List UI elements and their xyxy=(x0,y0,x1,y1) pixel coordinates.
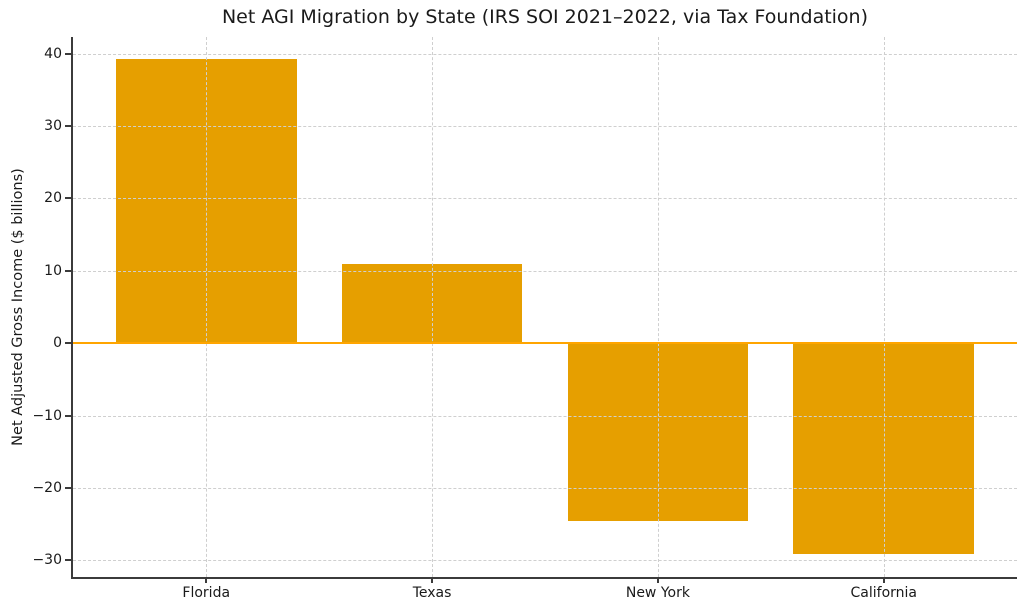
y-tick-label: −20 xyxy=(32,479,62,496)
gridline-horizontal xyxy=(73,53,1017,55)
x-tick-mark xyxy=(882,577,885,583)
y-axis-label: Net Adjusted Gross Income ($ billions) xyxy=(10,168,26,446)
x-tick-label: Florida xyxy=(182,585,231,601)
chart-title: Net AGI Migration by State (IRS SOI 2021… xyxy=(221,6,869,28)
y-tick-mark xyxy=(65,197,71,200)
y-tick-label: 20 xyxy=(44,190,62,207)
y-tick-mark xyxy=(65,559,71,562)
zero-line xyxy=(73,342,1017,345)
y-tick-label: −30 xyxy=(32,552,62,569)
zero-line-layer xyxy=(73,37,1017,577)
y-tick-label: 0 xyxy=(53,335,62,352)
gridline-vertical xyxy=(432,37,434,577)
y-tick-mark xyxy=(65,486,71,489)
y-tick-mark xyxy=(65,342,71,345)
y-tick-mark xyxy=(65,414,71,417)
y-tick-label: −10 xyxy=(32,407,62,424)
gridline-horizontal xyxy=(73,560,1017,562)
y-tick-label: 10 xyxy=(44,262,62,279)
gridline-horizontal xyxy=(73,415,1017,417)
gridline-vertical xyxy=(883,37,885,577)
gridline-horizontal xyxy=(73,198,1017,200)
gridline-horizontal xyxy=(73,487,1017,489)
y-tick-label: 30 xyxy=(44,118,62,135)
gridline-horizontal xyxy=(73,126,1017,128)
bar-texas xyxy=(341,264,523,344)
x-tick-label: Texas xyxy=(412,585,452,601)
y-tick-mark xyxy=(65,52,71,55)
plot-area xyxy=(71,37,1017,579)
x-axis-spine xyxy=(71,577,1017,579)
x-tick-mark xyxy=(205,577,208,583)
gridline-vertical xyxy=(206,37,208,577)
x-tick-mark xyxy=(431,577,434,583)
x-tick-label: New York xyxy=(625,585,690,601)
gridline-vertical xyxy=(657,37,659,577)
y-axis-spine xyxy=(71,37,73,579)
gridline-horizontal xyxy=(73,270,1017,272)
x-tick-label: California xyxy=(850,585,917,601)
y-tick-mark xyxy=(65,125,71,128)
y-tick-label: 40 xyxy=(44,45,62,62)
bar-california xyxy=(793,343,975,554)
x-tick-mark xyxy=(656,577,659,583)
y-tick-mark xyxy=(65,269,71,272)
